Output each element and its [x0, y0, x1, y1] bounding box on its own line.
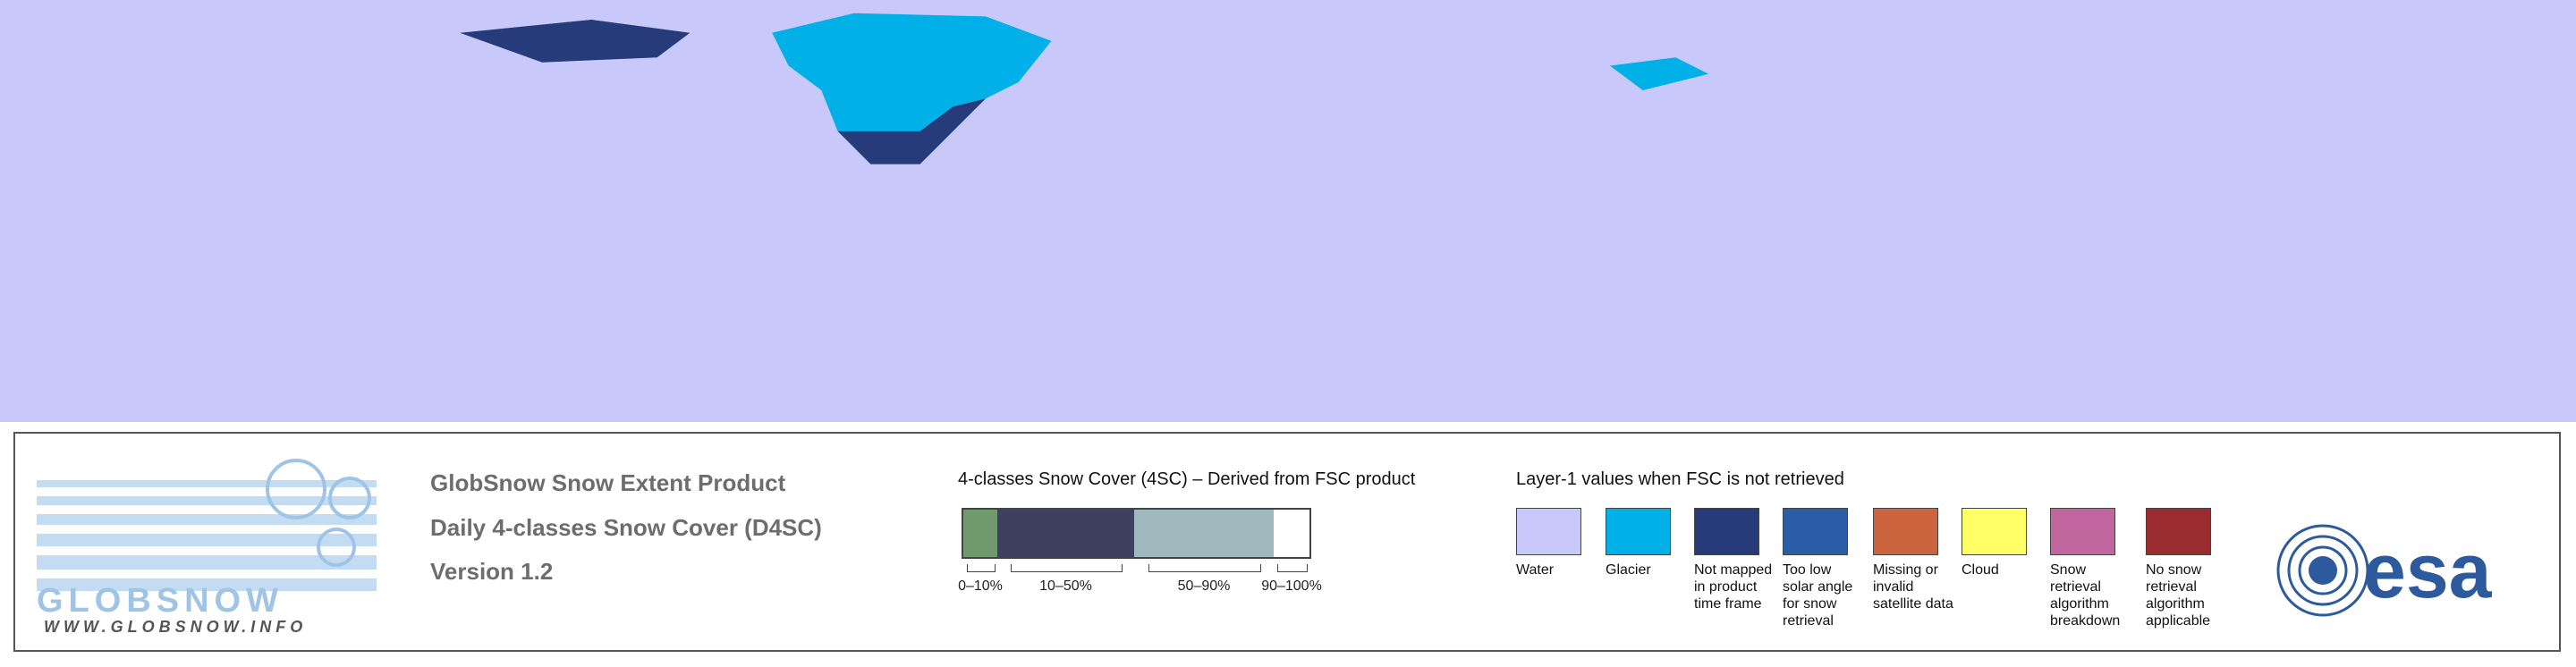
fsc-label: 0–10%	[958, 578, 1003, 594]
layer1-swatch	[1873, 508, 1938, 555]
logo-text: GLOBSNOW	[37, 582, 284, 620]
layer1-class: Snow retrieval algorithm breakdown	[2050, 508, 2132, 629]
fsc-bracket	[1148, 564, 1262, 572]
fsc-segment	[1274, 510, 1309, 557]
layer1-legend-title: Layer-1 values when FSC is not retrieved	[1516, 469, 1844, 489]
layer1-class: Missing or invalid satellite data	[1873, 508, 1955, 612]
arctic-islands	[1609, 57, 1709, 91]
layer1-label: No snow retrieval algorithm applicable	[2146, 562, 2211, 629]
black-sea	[1404, 289, 1487, 319]
layer1-swatch	[1783, 508, 1848, 555]
layer1-class: Glacier	[1606, 508, 1688, 578]
esa-emblem	[2276, 524, 2369, 617]
layer1-label: Missing or invalid satellite data	[1873, 562, 1953, 612]
layer1-label: Snow retrieval algorithm breakdown	[2050, 562, 2121, 629]
layer1-swatch	[2146, 508, 2211, 555]
logo-stripes	[37, 480, 377, 591]
snowflakes	[266, 459, 371, 567]
layer1-swatch	[2050, 508, 2115, 555]
layer1-class: Water	[1516, 508, 1598, 578]
layer1-swatch	[1694, 508, 1759, 555]
layer1-class: Cloud	[1962, 508, 2044, 578]
layer1-swatch	[1606, 508, 1671, 555]
layer1-label: Water	[1516, 562, 1555, 578]
hudson-bay	[545, 134, 638, 194]
fsc-segment	[963, 510, 997, 557]
arctic-archipelago	[460, 20, 691, 63]
snow-map	[0, 0, 2576, 422]
product-title: GlobSnow Snow Extent Product	[430, 469, 786, 496]
fsc-segment	[997, 510, 1134, 557]
layer1-label: Cloud	[1962, 562, 1999, 578]
fsc-bracket	[966, 564, 996, 572]
fsc-label: 10–50%	[1039, 578, 1092, 594]
esa-logo: esa	[2276, 524, 2493, 617]
fsc-label: 90–100%	[1261, 578, 1322, 594]
fsc-bracket	[1277, 564, 1308, 572]
fsc-color-bar	[962, 508, 1311, 559]
fsc-legend-title: 4-classes Snow Cover (4SC) – Derived fro…	[958, 469, 1416, 489]
logo-url: WWW.GLOBSNOW.INFO	[44, 618, 307, 636]
legend-panel: GLOBSNOW WWW.GLOBSNOW.INFO GlobSnow Snow…	[13, 432, 2561, 652]
fsc-segment	[1134, 510, 1274, 557]
esa-dot	[2309, 556, 2337, 585]
product-subtitle: Daily 4-classes Snow Cover (D4SC)	[430, 514, 822, 541]
layer1-class: Not mapped in product time frame	[1694, 508, 1776, 612]
layer1-swatch	[1962, 508, 2027, 555]
layer1-class: Too low solar angle for snow retrieval	[1783, 508, 1865, 629]
product-version: Version 1.2	[430, 558, 554, 585]
caspian-sea	[1552, 299, 1576, 359]
layer1-class: No snow retrieval algorithm applicable	[2146, 508, 2228, 629]
greenland	[772, 13, 1052, 165]
mediterranean	[1216, 320, 1429, 365]
fsc-bracket	[1011, 564, 1123, 572]
esa-text: esa	[2363, 528, 2493, 614]
layer1-label: Glacier	[1606, 562, 1651, 578]
greenland-south	[837, 98, 987, 165]
layer1-label: Too low solar angle for snow retrieval	[1783, 562, 1853, 629]
layer1-swatch	[1516, 508, 1581, 555]
land-layer	[460, 13, 1709, 365]
layer1-label: Not mapped in product time frame	[1694, 562, 1773, 612]
globsnow-logo: GLOBSNOW WWW.GLOBSNOW.INFO	[37, 459, 377, 636]
fsc-label: 50–90%	[1177, 578, 1231, 594]
